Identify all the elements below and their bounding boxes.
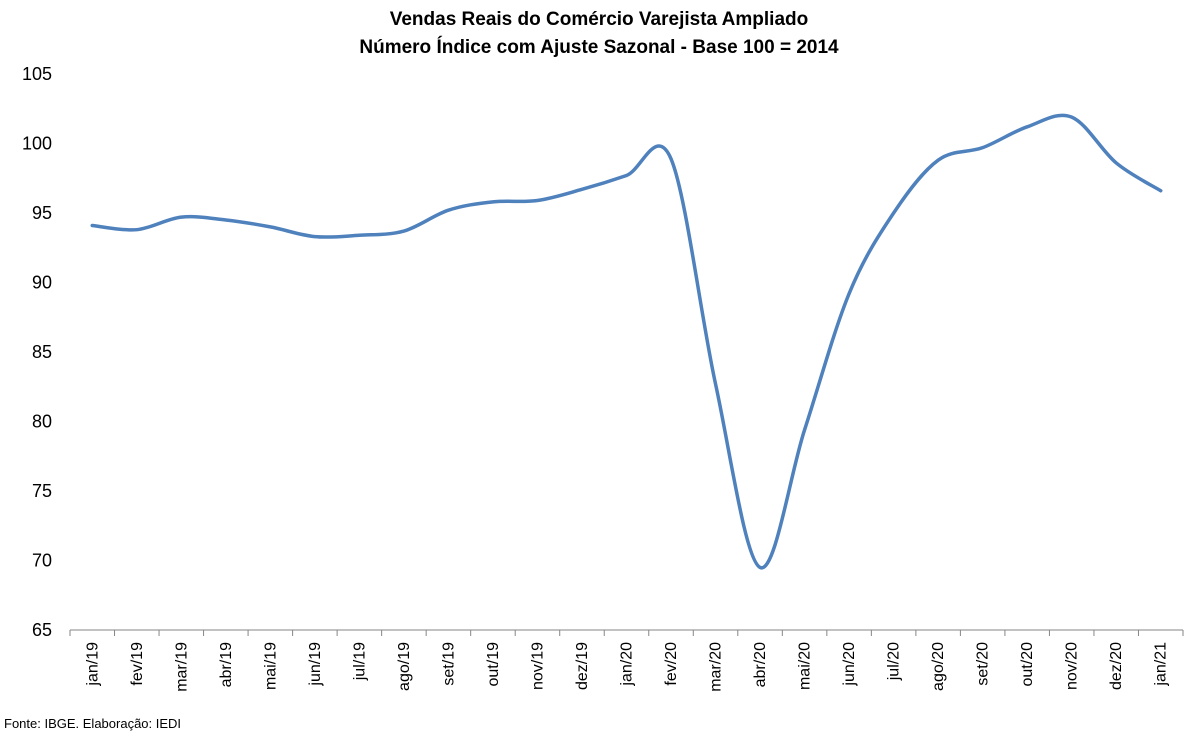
- chart-subtitle: Número Índice com Ajuste Sazonal - Base …: [359, 36, 839, 58]
- x-tick-label: jul/20: [886, 642, 903, 681]
- data-point-ago-19: [402, 229, 406, 233]
- y-tick-label: 70: [32, 551, 52, 571]
- y-tick-label: 80: [32, 412, 52, 432]
- x-tick-label: jun/19: [307, 642, 324, 687]
- x-tick-label: set/19: [440, 642, 457, 686]
- y-tick-label: 90: [32, 273, 52, 293]
- x-tick-label: mar/19: [173, 642, 190, 692]
- y-tick-label: 100: [22, 134, 52, 154]
- data-point-mai-19: [268, 225, 272, 229]
- y-tick-label: 65: [32, 620, 52, 640]
- x-tick-label: jan/20: [619, 642, 636, 687]
- data-point-nov-20: [1070, 115, 1074, 119]
- data-point-abr-20: [758, 565, 762, 569]
- data-point-jan-21: [1159, 189, 1163, 193]
- x-tick-label: nov/20: [1064, 642, 1081, 690]
- data-point-mai-20: [803, 428, 807, 432]
- x-tick-label: ago/19: [396, 642, 413, 691]
- x-tick-label: jan/19: [84, 642, 101, 687]
- x-tick-label: jul/19: [351, 642, 368, 681]
- data-point-jan-19: [90, 224, 94, 228]
- y-axis: 65 70 75 80 85 90 95 100 105: [22, 64, 52, 640]
- source-note: Fonte: IBGE. Elaboração: IEDI: [4, 716, 182, 731]
- x-tick-label: mai/19: [262, 642, 279, 690]
- data-point-fev-20: [669, 157, 673, 161]
- data-point-nov-19: [535, 198, 539, 202]
- data-point-set-20: [981, 146, 985, 150]
- x-tick-label: out/19: [485, 642, 502, 687]
- data-point-abr-19: [224, 218, 228, 222]
- y-tick-label: 105: [22, 64, 52, 84]
- series-line: [90, 113, 1163, 570]
- chart-title: Vendas Reais do Comércio Varejista Ampli…: [390, 9, 809, 30]
- x-tick-label: jun/20: [841, 642, 858, 687]
- x-tick-label: dez/20: [1108, 642, 1125, 690]
- data-point-out-19: [491, 200, 495, 204]
- data-point-dez-20: [1114, 161, 1118, 165]
- x-tick-label: nov/19: [529, 642, 546, 690]
- x-tick-label: out/20: [1019, 642, 1036, 687]
- y-tick-label: 95: [32, 203, 52, 223]
- data-point-jun-20: [847, 292, 851, 296]
- x-tick-label: set/20: [975, 642, 992, 686]
- data-point-jul-20: [892, 211, 896, 215]
- data-point-jun-19: [313, 235, 317, 239]
- x-tick-label: dez/19: [574, 642, 591, 690]
- data-point-dez-19: [580, 187, 584, 191]
- data-point-fev-19: [135, 228, 139, 232]
- x-tick-label: mai/20: [797, 642, 814, 690]
- y-tick-label: 75: [32, 481, 52, 501]
- x-tick-label: abr/20: [752, 642, 769, 687]
- data-point-out-20: [1025, 125, 1029, 129]
- y-tick-label: 85: [32, 342, 52, 362]
- data-point-mar-20: [714, 382, 718, 386]
- data-point-mar-19: [179, 215, 183, 219]
- x-tick-label: fev/19: [129, 642, 146, 686]
- x-tick-label: abr/19: [218, 642, 235, 687]
- x-axis: jan/19 fev/19 mar/19 abr/19 mai/19 jun/19 jul/…: [69, 629, 1184, 692]
- data-point-set-19: [446, 208, 450, 212]
- x-tick-label: mar/20: [708, 642, 725, 692]
- data-point-jul-19: [357, 233, 361, 237]
- data-point-jan-20: [625, 173, 629, 177]
- x-tick-label: fev/20: [663, 642, 680, 686]
- data-point-ago-20: [936, 158, 940, 162]
- series-group: [90, 113, 1163, 570]
- x-tick-label: ago/20: [930, 642, 947, 691]
- x-tick-label: jan/21: [1153, 642, 1170, 687]
